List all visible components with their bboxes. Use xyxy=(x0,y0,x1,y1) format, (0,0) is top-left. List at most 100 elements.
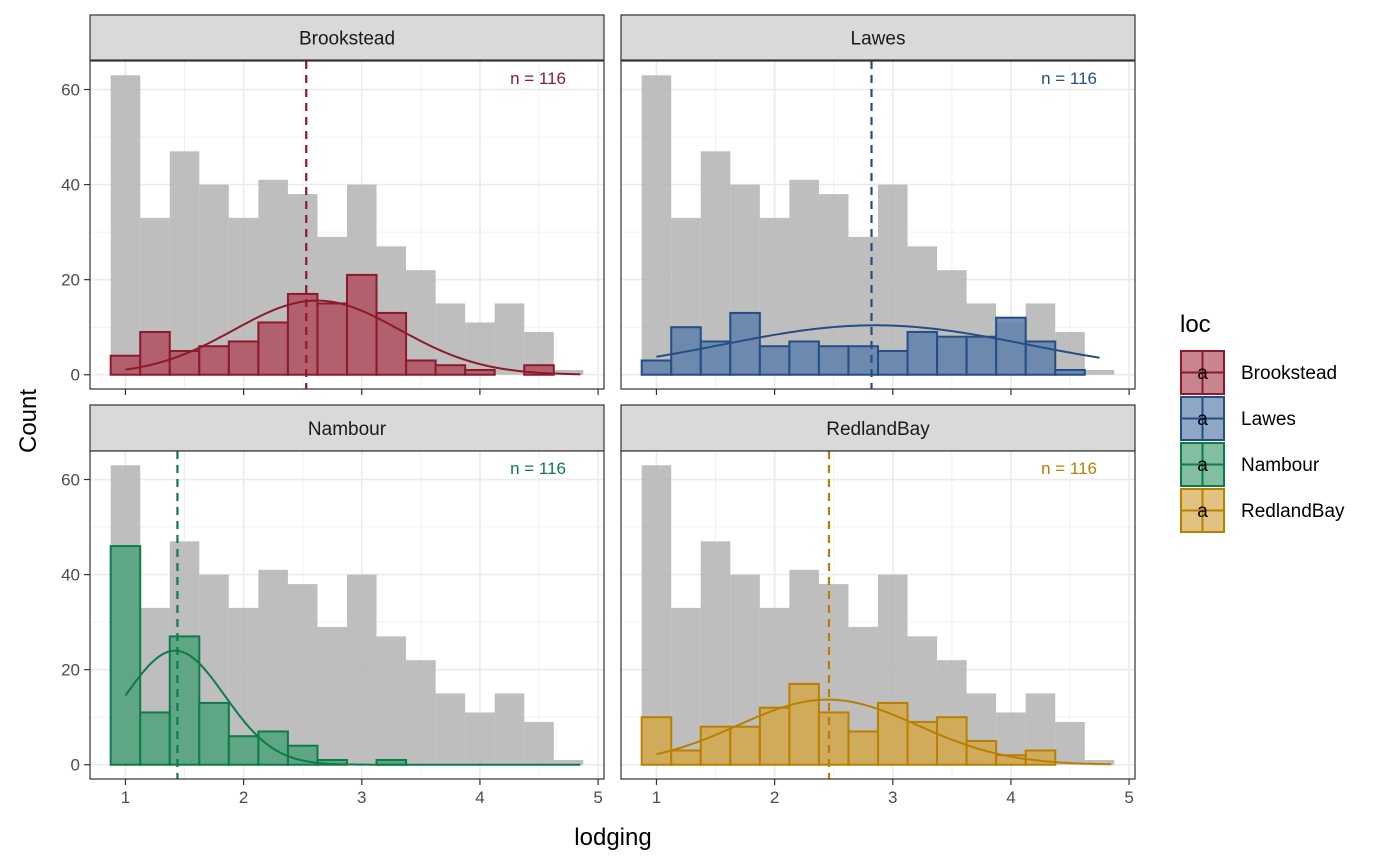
histogram-bar xyxy=(699,725,732,766)
panel-lawes: Lawes n = 116 xyxy=(620,14,1136,395)
x-tick-label: 2 xyxy=(770,788,779,807)
background-bar xyxy=(406,270,436,375)
panel-nambour: Nambour n = 116 0 20 40 60 1 2 3 4 5 xyxy=(61,404,605,807)
histogram-bar xyxy=(788,682,820,766)
legend-key-glyph: a xyxy=(1197,455,1208,476)
legend-key-glyph: a xyxy=(1197,409,1208,430)
histogram-bar xyxy=(227,735,260,766)
histogram-bar xyxy=(758,706,791,766)
background-bar xyxy=(435,303,466,375)
background-bar xyxy=(553,369,584,375)
strip-background xyxy=(89,14,605,61)
histogram-bar xyxy=(847,730,880,766)
legend-item-nambour: a Nambour xyxy=(1180,442,1320,487)
legend-key-glyph: a xyxy=(1197,363,1208,384)
legend-key-glyph: a xyxy=(1197,501,1208,522)
background-bar xyxy=(524,721,554,765)
histogram-bar xyxy=(965,335,998,376)
density-curve xyxy=(656,698,1112,766)
y-tick-label: 60 xyxy=(61,471,80,490)
y-tick-label: 20 xyxy=(61,661,80,680)
histogram-bar xyxy=(817,711,850,766)
histogram-bar xyxy=(906,720,939,766)
y-tick-label: 40 xyxy=(61,566,80,585)
background-bar xyxy=(110,75,141,375)
n-label: n = 116 xyxy=(510,69,566,88)
histogram-bar xyxy=(109,354,142,376)
background-bar xyxy=(818,194,849,375)
legend: loc a Brookstead a Lawes a Nambour a RedlandBay xyxy=(1180,311,1345,533)
legend-item-brookstead: a Brookstead xyxy=(1180,350,1337,395)
legend-label: Lawes xyxy=(1241,409,1296,430)
x-tick-label: 3 xyxy=(357,788,366,807)
density-curve xyxy=(656,324,1100,359)
histogram-bar xyxy=(640,716,673,766)
strip-label: RedlandBay xyxy=(826,419,930,440)
background-bar xyxy=(553,759,584,765)
background-bar xyxy=(1084,369,1115,375)
histogram-bar xyxy=(109,545,142,766)
histogram-bar xyxy=(139,711,171,766)
background-bar xyxy=(700,151,731,375)
histogram-bar xyxy=(758,345,791,376)
histogram-bar xyxy=(405,359,437,376)
background-bar xyxy=(1084,759,1115,765)
legend-label: RedlandBay xyxy=(1241,501,1345,522)
panel-border xyxy=(89,450,605,780)
x-axis-title: lodging xyxy=(574,824,651,851)
histogram-bar xyxy=(847,345,880,376)
background-bar xyxy=(671,607,701,765)
x-tick-label: 5 xyxy=(1124,788,1133,807)
strip-label: Lawes xyxy=(851,29,906,50)
legend-item-lawes: a Lawes xyxy=(1180,396,1296,441)
x-tick-label: 4 xyxy=(1006,788,1015,807)
legend-label: Brookstead xyxy=(1241,363,1337,384)
legend-label: Nambour xyxy=(1241,455,1320,476)
strip-label: Nambour xyxy=(308,419,387,440)
y-tick-label: 0 xyxy=(71,366,80,385)
y-tick-label: 40 xyxy=(61,176,80,195)
histogram-bar xyxy=(877,349,909,376)
strip-background xyxy=(620,14,1136,61)
background-bar xyxy=(641,75,672,375)
histogram-bar xyxy=(346,273,378,376)
background-bar xyxy=(347,574,377,765)
panel-border xyxy=(620,60,1136,390)
histogram-bar xyxy=(227,340,260,376)
x-tick-label: 5 xyxy=(593,788,602,807)
x-tick-label: 3 xyxy=(888,788,897,807)
histogram-bar xyxy=(729,725,761,766)
background-bar xyxy=(169,151,200,375)
y-tick-label: 20 xyxy=(61,271,80,290)
histogram-bar xyxy=(640,359,673,376)
n-label: n = 116 xyxy=(1041,69,1097,88)
histogram-bar xyxy=(995,316,1027,376)
x-tick-label: 2 xyxy=(239,788,248,807)
histogram-bar xyxy=(1054,368,1086,376)
strip-label: Brookstead xyxy=(299,29,395,50)
background-bar xyxy=(465,712,495,765)
background-bar xyxy=(494,693,525,765)
background-bar xyxy=(878,184,908,375)
histogram-bar xyxy=(877,701,909,766)
background-bar xyxy=(376,636,407,765)
y-tick-label: 0 xyxy=(71,756,80,775)
histogram-bar xyxy=(286,292,319,376)
histogram-bar xyxy=(434,364,467,376)
x-tick-label: 1 xyxy=(652,788,661,807)
histogram-bar xyxy=(198,345,230,376)
histogram-bar xyxy=(936,335,968,376)
legend-item-redlandbay: a RedlandBay xyxy=(1180,488,1345,533)
n-label: n = 116 xyxy=(510,459,566,478)
strip-background xyxy=(89,404,605,452)
panel-border xyxy=(620,450,1136,780)
histogram-bar xyxy=(139,330,171,376)
strip-background xyxy=(620,404,1136,452)
histogram-bar xyxy=(729,311,761,376)
background-bar xyxy=(641,465,672,765)
histogram-bar xyxy=(257,730,289,766)
histogram-bar xyxy=(168,635,201,766)
background-bar xyxy=(317,626,347,765)
